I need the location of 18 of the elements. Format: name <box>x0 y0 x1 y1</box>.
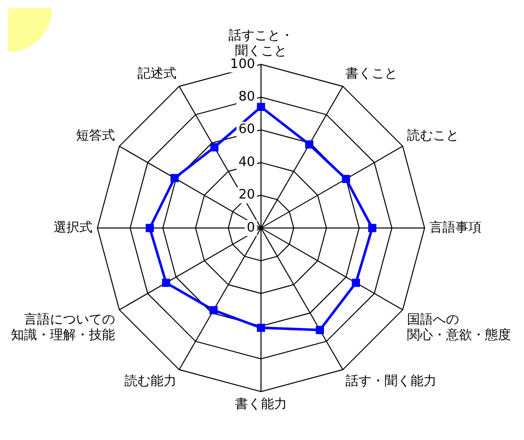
spoke-label: 国語への関心・意欲・態度 <box>407 312 511 344</box>
spoke-label: 話す・聞く能力 <box>345 374 436 390</box>
spoke-label: 言語についての知識・理解・技能 <box>11 311 115 344</box>
y-tick-label: 20 <box>238 188 255 203</box>
y-tick-label: 40 <box>238 154 255 170</box>
y-tick-label: 80 <box>238 90 255 105</box>
spoke-label: 言語事項 <box>430 219 482 236</box>
spoke-label: 選択式 <box>53 220 92 236</box>
y-tick-label: 60 <box>238 122 255 138</box>
spoke-label: 読むこと <box>407 128 459 144</box>
spoke-label: 書くこと <box>345 66 398 82</box>
spoke-label: 話すこと・聞くこと <box>228 28 294 59</box>
y-tick-label: 100 <box>230 56 255 72</box>
spoke-label: 書く能力 <box>235 396 287 412</box>
spoke-label: 読む能力 <box>124 374 177 390</box>
y-tick-label: 0 <box>246 220 255 236</box>
spoke-label: 短答式 <box>76 128 115 144</box>
spoke-label: 記述式 <box>138 66 177 82</box>
